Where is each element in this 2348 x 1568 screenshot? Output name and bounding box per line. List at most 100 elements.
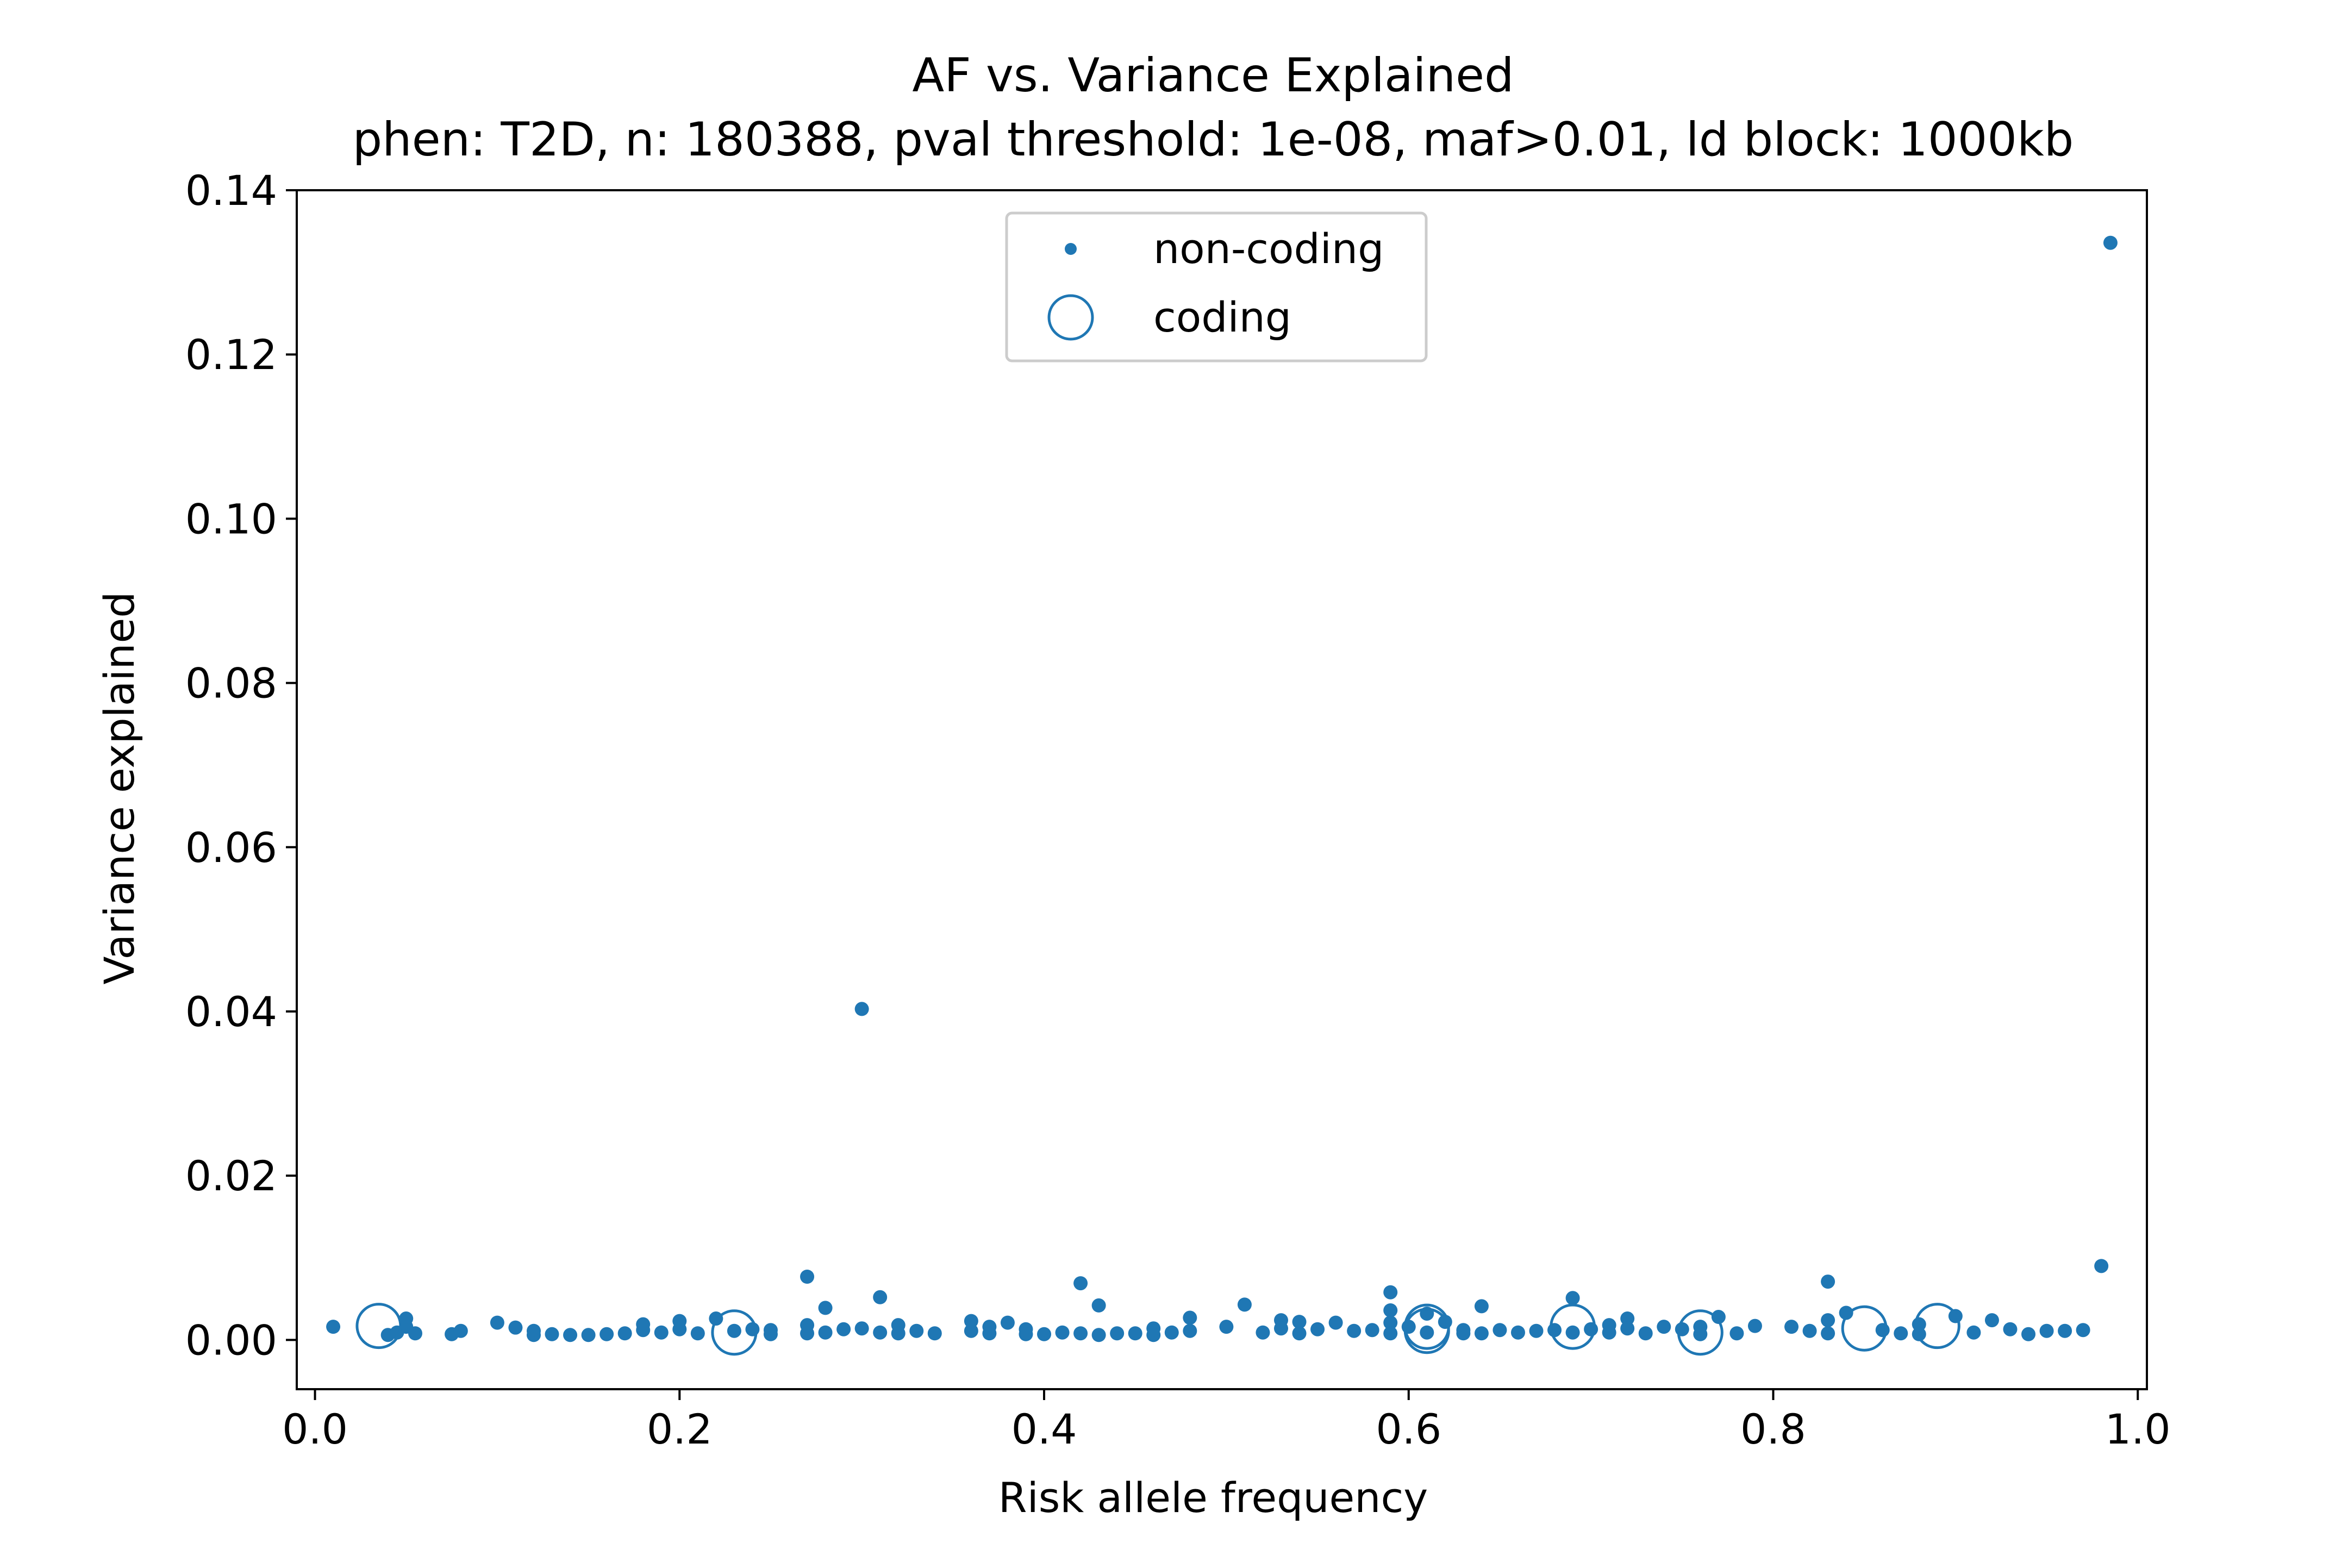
data-point-coding bbox=[711, 1309, 758, 1356]
data-point-non-coding bbox=[1146, 1328, 1161, 1342]
data-point-non-coding bbox=[818, 1325, 833, 1340]
x-tick-label: 0.8 bbox=[1740, 1405, 1806, 1453]
data-point-non-coding bbox=[1456, 1326, 1471, 1341]
data-point-non-coding bbox=[1273, 1321, 1288, 1336]
data-point-non-coding bbox=[1510, 1325, 1525, 1340]
legend: non-coding coding bbox=[1005, 211, 1428, 363]
data-point-non-coding bbox=[1073, 1326, 1088, 1341]
data-point-coding bbox=[1677, 1309, 1723, 1356]
data-point-non-coding bbox=[690, 1326, 705, 1341]
data-point-non-coding bbox=[545, 1327, 559, 1341]
data-point-non-coding bbox=[1474, 1299, 1489, 1314]
data-point-non-coding bbox=[636, 1317, 651, 1332]
legend-label-coding: coding bbox=[1153, 293, 1291, 341]
data-point-non-coding bbox=[1747, 1319, 1762, 1333]
data-point-non-coding bbox=[1602, 1325, 1616, 1340]
data-point-non-coding bbox=[1292, 1326, 1307, 1341]
plot-area bbox=[326, 235, 2118, 1356]
data-point-non-coding bbox=[1529, 1323, 1544, 1338]
data-point-non-coding bbox=[1219, 1320, 1234, 1334]
data-point-non-coding bbox=[982, 1326, 997, 1341]
chart-title: AF vs. Variance Explained bbox=[912, 48, 1514, 103]
legend-label-non-coding: non-coding bbox=[1153, 224, 1384, 273]
data-point-non-coding bbox=[1620, 1321, 1635, 1336]
data-point-coding bbox=[1403, 1308, 1450, 1354]
axes-frame bbox=[296, 189, 2148, 1390]
legend-frame bbox=[1005, 211, 1428, 363]
data-point-non-coding bbox=[508, 1320, 523, 1335]
data-point-non-coding bbox=[854, 1002, 869, 1016]
data-point-non-coding bbox=[1237, 1297, 1252, 1312]
y-tick-label: 0.14 bbox=[185, 166, 277, 215]
data-point-non-coding bbox=[1729, 1326, 1744, 1341]
data-point-non-coding bbox=[1128, 1326, 1142, 1341]
data-point-non-coding bbox=[1292, 1315, 1307, 1329]
y-tick-label: 0.00 bbox=[185, 1316, 277, 1364]
data-point-non-coding bbox=[909, 1323, 924, 1338]
data-point-non-coding bbox=[1839, 1305, 1853, 1320]
x-tick-label: 0.2 bbox=[647, 1405, 713, 1453]
data-point-non-coding bbox=[600, 1327, 614, 1341]
x-tick-label: 1.0 bbox=[2105, 1405, 2171, 1453]
y-tick-label: 0.12 bbox=[185, 330, 277, 379]
data-point-non-coding bbox=[873, 1290, 888, 1304]
x-tick-label: 0.0 bbox=[282, 1405, 348, 1453]
data-point-non-coding bbox=[2021, 1327, 2036, 1341]
data-point-non-coding bbox=[1565, 1325, 1580, 1340]
data-point-non-coding bbox=[1328, 1315, 1343, 1330]
data-point-non-coding bbox=[1365, 1323, 1379, 1338]
y-tick-label: 0.08 bbox=[185, 659, 277, 708]
data-point-non-coding bbox=[526, 1328, 541, 1342]
x-tick-label: 0.6 bbox=[1376, 1405, 1441, 1453]
data-point-non-coding bbox=[800, 1269, 815, 1284]
data-point-non-coding bbox=[1383, 1315, 1398, 1330]
data-point-non-coding bbox=[1493, 1323, 1507, 1338]
data-point-non-coding bbox=[964, 1323, 978, 1338]
legend-marker-coding bbox=[1047, 294, 1094, 341]
data-point-non-coding bbox=[1110, 1326, 1125, 1341]
data-point-non-coding bbox=[1620, 1311, 1635, 1326]
data-point-non-coding bbox=[1073, 1276, 1088, 1291]
data-point-non-coding bbox=[873, 1325, 888, 1340]
data-point-non-coding bbox=[1875, 1323, 1890, 1338]
y-tick-label: 0.06 bbox=[185, 823, 277, 872]
data-point-non-coding bbox=[1802, 1323, 1817, 1338]
data-point-non-coding bbox=[1984, 1313, 1999, 1328]
data-point-non-coding bbox=[1183, 1310, 1197, 1325]
data-point-non-coding bbox=[1019, 1327, 1033, 1341]
data-point-non-coding bbox=[672, 1322, 687, 1336]
data-point-non-coding bbox=[1693, 1327, 1708, 1341]
data-point-non-coding bbox=[1383, 1326, 1398, 1341]
data-point-non-coding bbox=[2094, 1259, 2109, 1273]
data-point-non-coding bbox=[1638, 1326, 1653, 1341]
data-point-non-coding bbox=[2076, 1323, 2090, 1338]
data-point-non-coding bbox=[1055, 1325, 1070, 1340]
data-point-coding bbox=[1841, 1305, 1888, 1352]
data-point-non-coding bbox=[836, 1322, 851, 1336]
data-point-coding bbox=[1550, 1303, 1596, 1350]
data-point-non-coding bbox=[326, 1320, 341, 1334]
data-point-non-coding bbox=[1821, 1275, 1835, 1289]
data-point-non-coding bbox=[581, 1328, 596, 1342]
data-point-non-coding bbox=[1256, 1325, 1270, 1340]
data-point-non-coding bbox=[927, 1326, 942, 1341]
data-point-non-coding bbox=[408, 1326, 422, 1341]
data-point-non-coding bbox=[1091, 1298, 1106, 1313]
data-point-non-coding bbox=[800, 1326, 815, 1341]
data-point-non-coding bbox=[1347, 1323, 1362, 1338]
data-point-non-coding bbox=[818, 1301, 833, 1315]
data-point-non-coding bbox=[1091, 1328, 1106, 1342]
data-point-non-coding bbox=[964, 1314, 978, 1328]
data-point-non-coding bbox=[1784, 1320, 1799, 1334]
data-point-non-coding bbox=[1966, 1325, 1981, 1340]
data-point-non-coding bbox=[1711, 1310, 1726, 1325]
data-point-non-coding bbox=[1383, 1303, 1398, 1317]
data-point-non-coding bbox=[763, 1323, 778, 1338]
data-point-non-coding bbox=[453, 1323, 468, 1338]
data-point-non-coding bbox=[891, 1326, 906, 1341]
data-point-non-coding bbox=[1310, 1322, 1325, 1336]
y-tick-label: 0.10 bbox=[185, 495, 277, 543]
data-point-non-coding bbox=[1657, 1320, 1671, 1334]
